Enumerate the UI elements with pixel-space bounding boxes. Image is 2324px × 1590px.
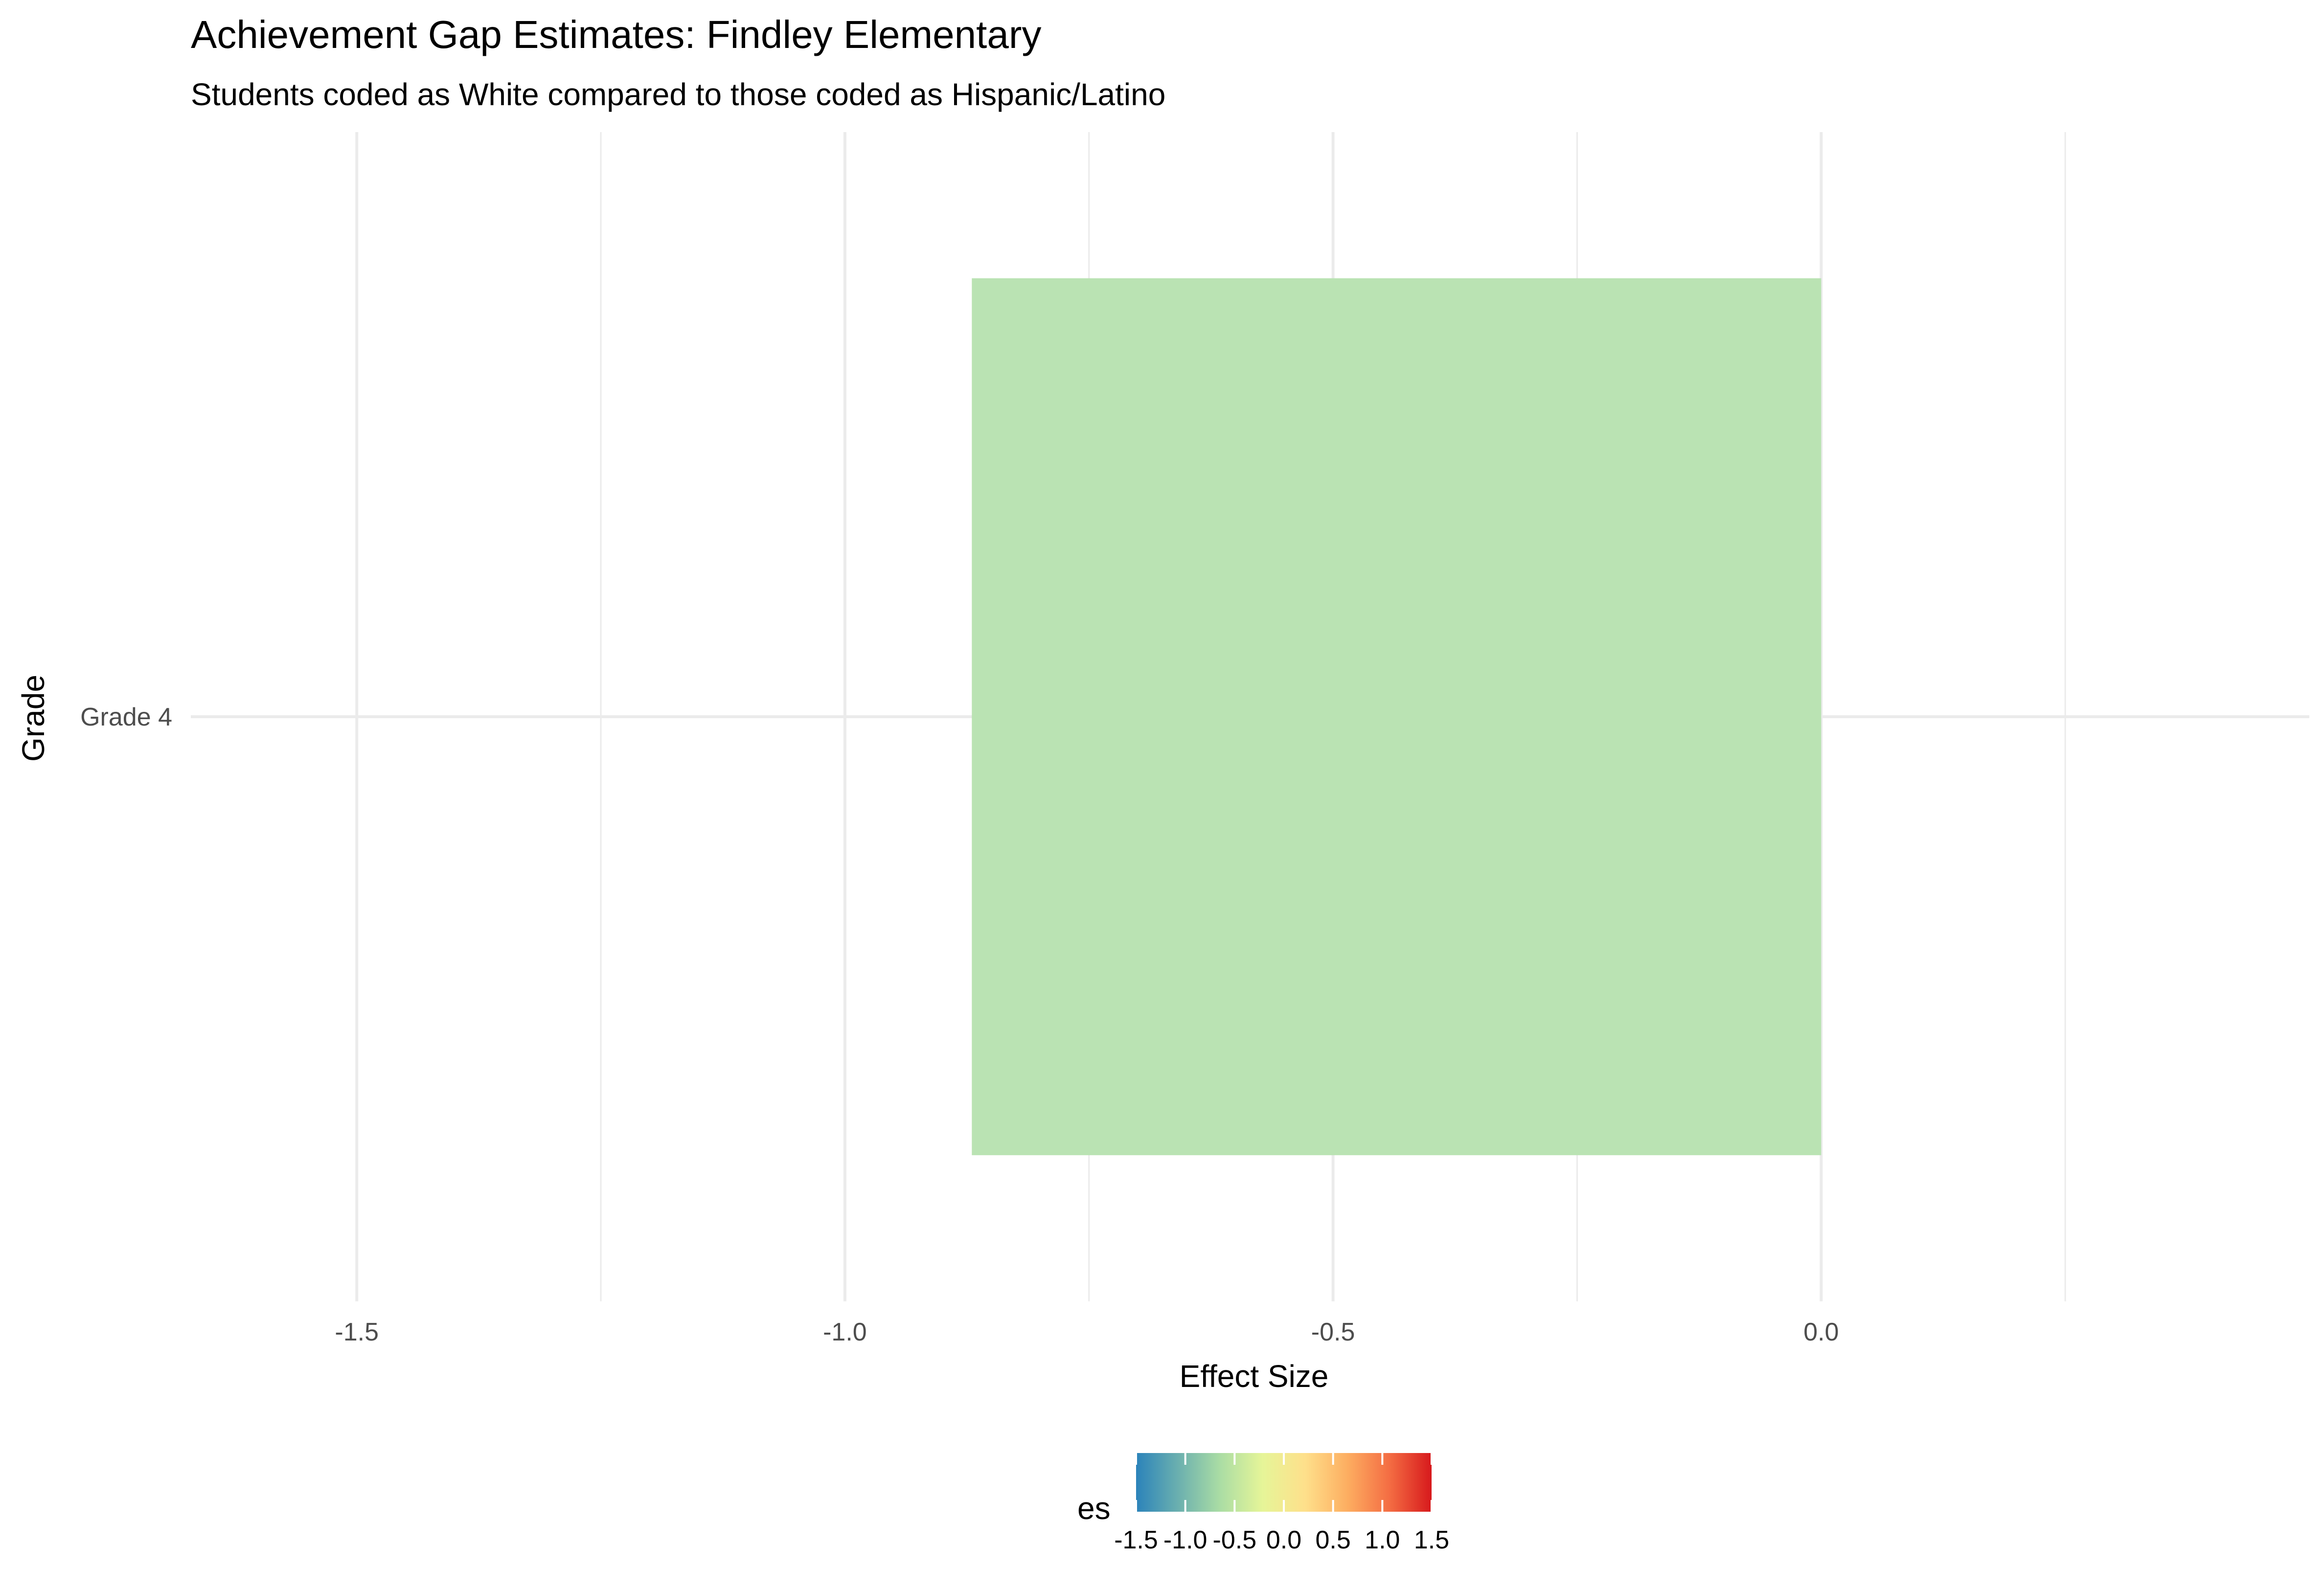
- legend-label: 0.0: [1266, 1526, 1301, 1554]
- plot-bars: [972, 278, 1822, 1156]
- chart-subtitle: Students coded as White compared to thos…: [191, 77, 1165, 112]
- bar-grade-4: [972, 278, 1822, 1156]
- x-tick-label: -1.5: [335, 1318, 379, 1346]
- legend-label: 0.5: [1316, 1526, 1351, 1554]
- legend-label: -0.5: [1213, 1526, 1257, 1554]
- legend-ticks: -1.5 -1.0 -0.5 0.0 0.5 1.0 1.5: [1114, 1453, 1449, 1554]
- legend-label: -1.5: [1114, 1526, 1158, 1554]
- legend-label: 1.5: [1414, 1526, 1449, 1554]
- x-tick-label: -0.5: [1311, 1318, 1355, 1346]
- x-axis-title: Effect Size: [1180, 1359, 1329, 1394]
- x-tick-label: -1.0: [823, 1318, 867, 1346]
- chart-title: Achievement Gap Estimates: Findley Eleme…: [191, 13, 1042, 56]
- y-axis-title: Grade: [16, 675, 51, 762]
- legend-title: es: [1077, 1491, 1111, 1526]
- x-tick-label: 0.0: [1803, 1318, 1839, 1346]
- y-tick-label: Grade 4: [80, 703, 172, 731]
- legend: es -1.5 -1.0 -0.5 0.0 0.5 1.0 1.5: [1077, 1453, 1449, 1554]
- legend-label: 1.0: [1365, 1526, 1400, 1554]
- x-axis-ticks: -1.5 -1.0 -0.5 0.0: [335, 1318, 1839, 1346]
- y-axis-ticks: Grade 4: [80, 703, 172, 731]
- legend-label: -1.0: [1163, 1526, 1208, 1554]
